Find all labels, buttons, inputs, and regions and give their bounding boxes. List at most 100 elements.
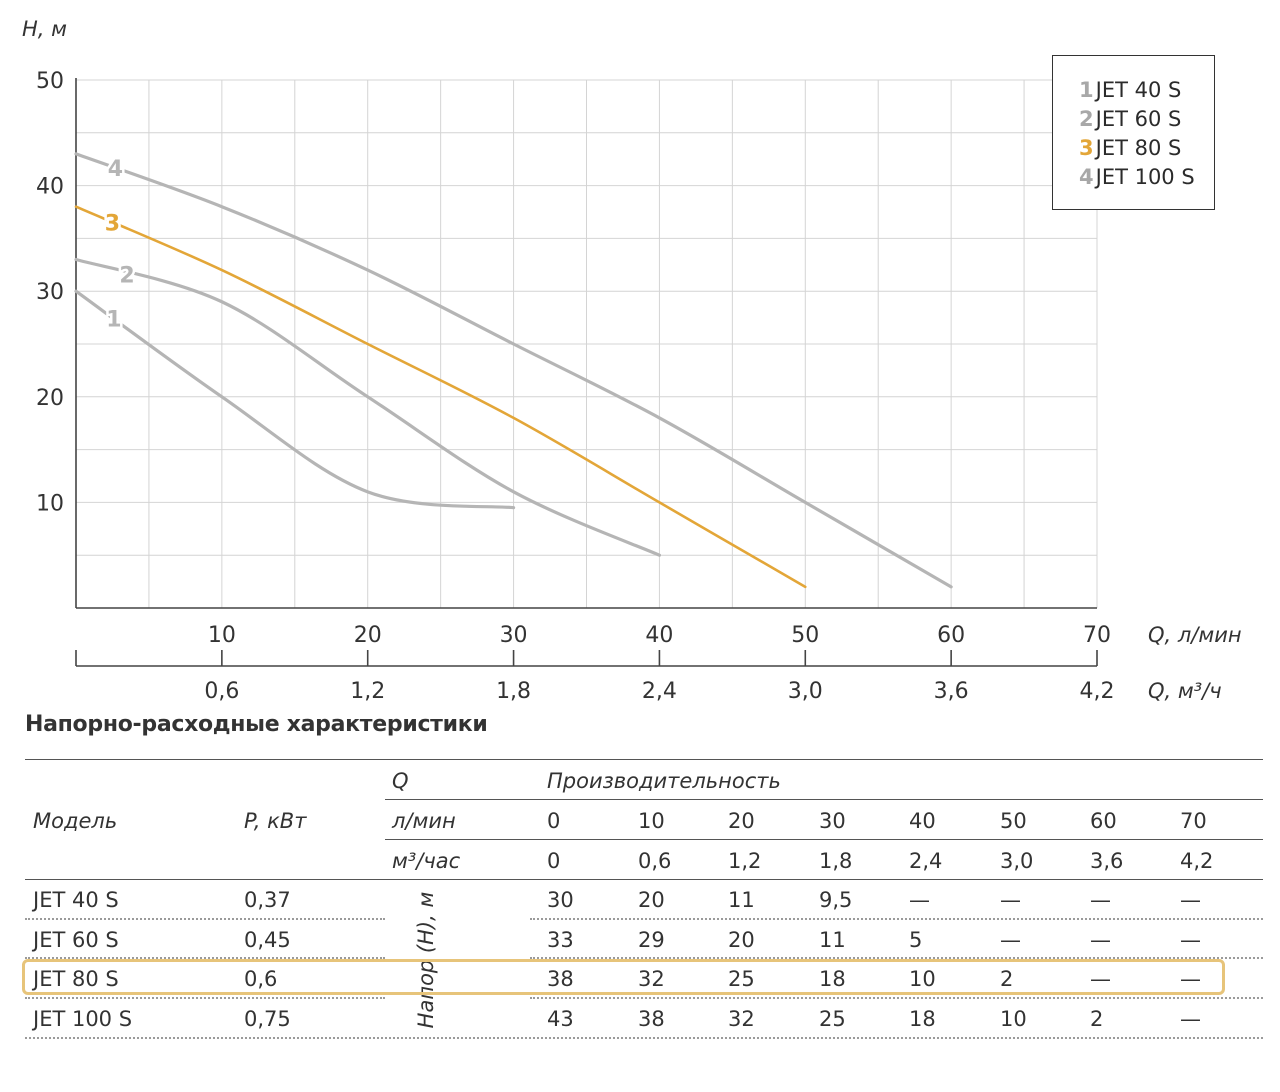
table-header-rule (385, 799, 1263, 800)
m3h-header-value: 3,0 (1000, 849, 1034, 873)
row-separator (530, 918, 1263, 920)
power-column-header: P, кВт (244, 809, 307, 833)
m3h-header-value: 4,2 (1180, 849, 1214, 873)
x-tick-label: 10 (208, 623, 236, 648)
model-name: JET 80 S (33, 967, 119, 991)
legend-number: 4 (1079, 165, 1094, 189)
table-top-rule (25, 759, 1263, 760)
m3h-header-value: 3,6 (1090, 849, 1124, 873)
legend-number: 1 (1079, 78, 1094, 102)
x-tick-label: 30 (500, 623, 528, 648)
head-value: 9,5 (819, 888, 853, 912)
head-value: — (1180, 1007, 1201, 1031)
table-bottom-rule (25, 1037, 1263, 1039)
head-value: 18 (819, 967, 846, 991)
series-line (74, 257, 662, 557)
head-value: — (1180, 967, 1201, 991)
lmin-header-value: 30 (819, 809, 846, 833)
head-value: — (1180, 888, 1201, 912)
m3h-header-value: 0 (547, 849, 561, 873)
head-value: 29 (638, 928, 665, 952)
legend-number: 2 (1079, 107, 1094, 131)
y-axis-title: H, м (22, 17, 67, 41)
head-value: — (1000, 888, 1021, 912)
legend-item: 1JET 40 S (1079, 76, 1214, 105)
power-value: 0,6 (244, 967, 278, 991)
row-separator (25, 957, 385, 959)
head-axis-label: Напор (H), м (414, 891, 438, 1029)
series-label: 2 (119, 263, 134, 288)
head-value: 33 (547, 928, 574, 952)
row-separator (25, 918, 385, 920)
head-value: 2 (1000, 967, 1014, 991)
model-name: JET 40 S (33, 888, 119, 912)
series-line (74, 289, 516, 510)
legend-item: 2JET 60 S (1079, 105, 1214, 134)
y-tick-label: 20 (36, 386, 64, 411)
table-title: Напорно-расходные характеристики (25, 712, 488, 737)
head-value: 25 (819, 1007, 846, 1031)
y-tick-label: 50 (36, 69, 64, 94)
secondary-tick-label: 1,8 (496, 679, 531, 704)
series-label: 1 (106, 308, 121, 333)
head-value: 20 (728, 928, 755, 952)
m3h-header-value: 2,4 (909, 849, 943, 873)
legend-item: 4JET 100 S (1079, 163, 1214, 192)
legend-label: JET 40 S (1095, 78, 1182, 102)
q-header: Q (392, 769, 409, 793)
lmin-header-value: 70 (1180, 809, 1207, 833)
pump-curve-chart: 10 20 30 40 50 H, м 10 20 30 40 50 60 70 Q, л/мин 0,6 1… (22, 17, 1242, 704)
y-tick-label: 40 (36, 175, 64, 200)
model-column-header: Модель (33, 809, 118, 833)
chart-legend: 1JET 40 S 2JET 60 S 3JET 80 S 4JET 100 S (1052, 55, 1215, 210)
table-header-rule (385, 839, 1263, 840)
power-value: 0,45 (244, 928, 291, 952)
capacity-header: Производительность (547, 769, 781, 793)
head-value: 2 (1090, 1007, 1104, 1031)
secondary-tick-label: 2,4 (642, 679, 677, 704)
secondary-tick-label: 0,6 (204, 679, 239, 704)
head-value: 38 (547, 967, 574, 991)
lmin-header-value: 60 (1090, 809, 1117, 833)
secondary-tick-label: 3,6 (934, 679, 969, 704)
legend-label: JET 100 S (1095, 165, 1195, 189)
head-value: 32 (728, 1007, 755, 1031)
row-separator (530, 957, 1263, 959)
legend-number: 3 (1079, 136, 1094, 160)
head-value: — (1090, 928, 1111, 952)
model-name: JET 100 S (33, 1007, 133, 1031)
head-value: — (1090, 967, 1111, 991)
lmin-header-value: 20 (728, 809, 755, 833)
power-value: 0,75 (244, 1007, 291, 1031)
lmin-header-value: 40 (909, 809, 936, 833)
m3h-header-value: 0,6 (638, 849, 672, 873)
head-value: 11 (819, 928, 846, 952)
x-tick-label: 50 (791, 623, 819, 648)
head-value: 25 (728, 967, 755, 991)
head-value: 32 (638, 967, 665, 991)
head-value: 10 (909, 967, 936, 991)
table-header-bottom-rule (25, 879, 1263, 880)
head-value: — (1180, 928, 1201, 952)
m3h-header-value: 1,2 (728, 849, 762, 873)
y-tick-label: 10 (36, 491, 64, 516)
head-value: — (909, 888, 930, 912)
lmin-unit-label: л/мин (392, 809, 456, 833)
head-value: 43 (547, 1007, 574, 1031)
row-separator (530, 997, 1263, 999)
legend-label: JET 80 S (1095, 136, 1182, 160)
series-line (74, 152, 953, 589)
x-tick-label: 60 (937, 623, 965, 648)
m3h-header-value: 1,8 (819, 849, 853, 873)
secondary-tick-label: 1,2 (350, 679, 385, 704)
lmin-header-value: 0 (547, 809, 561, 833)
head-value: — (1000, 928, 1021, 952)
row-separator (25, 997, 385, 999)
legend-item: 3JET 80 S (1079, 134, 1214, 163)
model-name: JET 60 S (33, 928, 119, 952)
head-value: 5 (909, 928, 923, 952)
y-tick-label: 30 (36, 280, 64, 305)
head-value: — (1090, 888, 1111, 912)
head-value: 10 (1000, 1007, 1027, 1031)
series-label: 3 (105, 212, 120, 237)
